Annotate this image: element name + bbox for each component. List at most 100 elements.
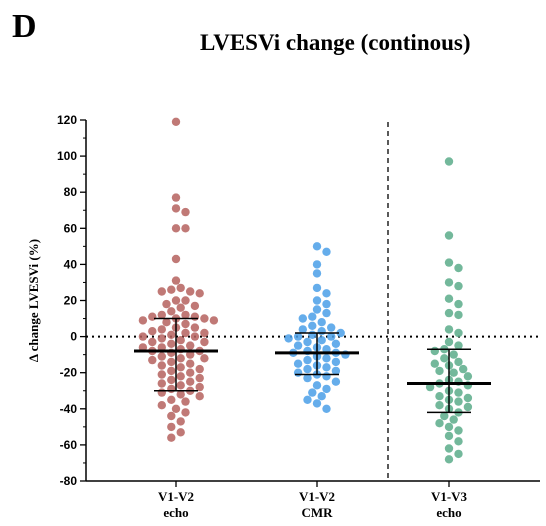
data-point [308,321,317,330]
data-point [176,283,185,293]
data-point [167,375,176,385]
data-point [463,402,473,412]
data-point [157,352,166,361]
data-point [148,355,157,365]
y-tick-label: 40 [64,257,78,271]
data-point [435,366,444,376]
data-point [449,368,458,377]
data-point [200,354,209,363]
x-category-label: V1-V2 [299,489,335,504]
data-point [454,397,463,406]
data-point [186,287,195,296]
data-point [284,334,293,343]
data-point [312,283,322,293]
data-point [303,364,312,374]
data-point [200,314,209,323]
data-point [181,408,190,417]
data-point [293,341,303,350]
data-point [181,310,190,320]
data-point [176,354,185,363]
data-point [322,308,331,318]
data-point [195,382,204,392]
data-point [331,357,341,367]
data-point [176,428,185,437]
data-point [454,281,463,291]
data-point [454,426,463,435]
data-point [454,449,463,459]
data-point [186,368,195,377]
data-point [308,312,317,321]
data-point [449,350,458,359]
data-point [322,372,331,381]
y-axis-label: Δ change LVESVi (%) [26,239,41,362]
data-point [157,287,166,296]
data-point [167,433,176,442]
data-point [171,254,181,264]
data-point [167,411,176,421]
data-point [444,325,454,334]
data-point [430,359,439,368]
data-point [293,368,303,377]
y-tick-label: 100 [57,149,77,163]
data-point [331,377,341,386]
data-point [186,341,195,350]
y-tick-label: 0 [70,330,77,344]
y-tick-label: -80 [60,474,78,488]
data-point [336,328,345,338]
data-point [167,339,176,348]
data-point [157,370,166,379]
data-point [176,363,185,372]
y-tick-label: -60 [60,438,78,452]
data-point [298,314,307,323]
data-point [327,323,336,332]
data-point [157,401,166,410]
data-point [181,328,190,338]
data-point [200,337,209,347]
data-point [200,328,209,338]
data-point [293,359,303,368]
data-point [171,224,181,233]
data-point [167,395,176,404]
data-point [322,404,331,413]
data-point [449,415,458,424]
y-tick-label: -40 [60,402,78,416]
data-point [463,372,473,381]
data-point [190,301,200,311]
data-point [444,337,454,347]
data-point [435,401,444,410]
data-point [181,296,190,305]
data-point [167,285,176,294]
data-point [167,384,176,394]
data-point [176,336,185,345]
data-point [171,204,181,213]
data-point [312,305,322,314]
data-point [162,318,171,327]
data-point [157,334,166,343]
data-point [167,366,176,376]
data-point [312,269,322,278]
data-point [322,289,331,298]
data-point [312,260,322,269]
data-point [157,361,166,370]
y-tick-label: 60 [64,221,78,235]
data-point [157,379,166,388]
data-point [454,263,463,273]
data-point [138,316,148,325]
data-point [444,422,454,432]
data-point [195,289,204,298]
data-point [176,303,185,312]
data-point [167,307,176,316]
data-point [322,363,331,372]
data-point [138,343,148,352]
data-point [430,346,439,356]
data-point [331,339,341,348]
data-point [298,325,307,334]
data-point [312,399,322,408]
data-point [444,431,454,441]
data-point [148,337,157,347]
data-point [303,355,312,365]
data-point [157,325,166,334]
data-point [190,323,200,332]
data-point [308,388,317,397]
data-point [157,388,166,397]
